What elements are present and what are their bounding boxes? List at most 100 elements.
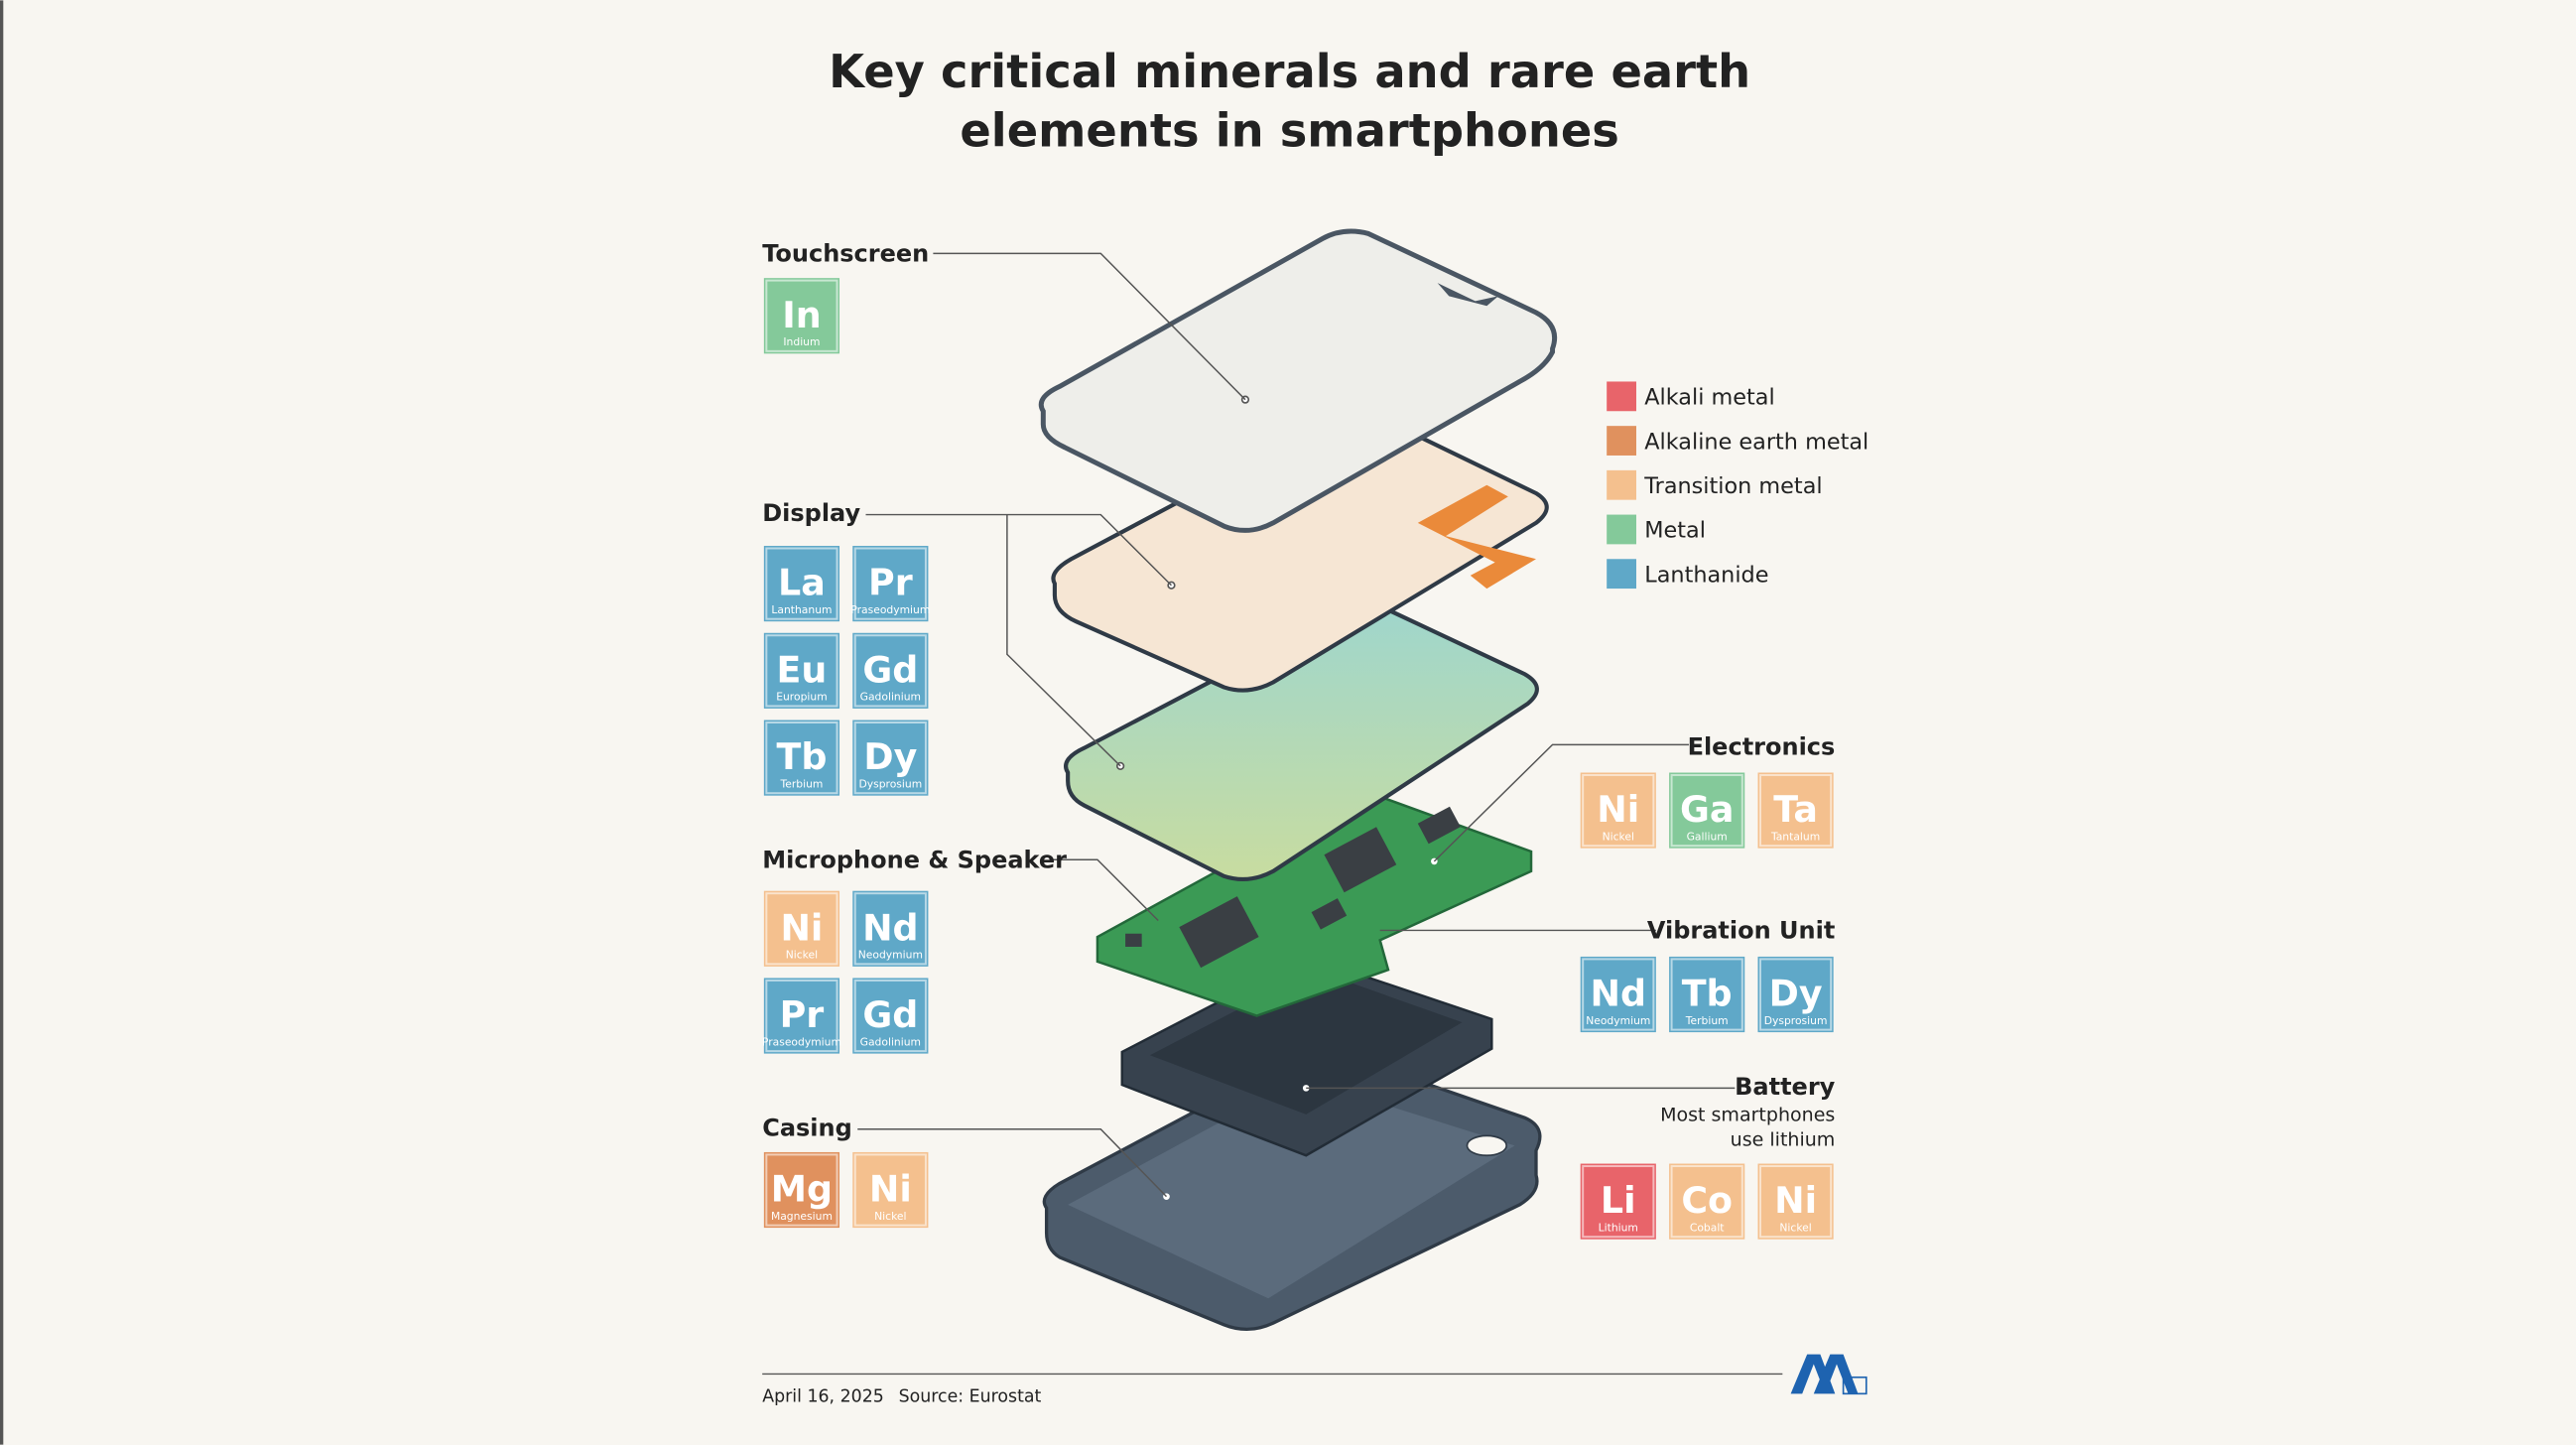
element-symbol: Co xyxy=(1681,1179,1733,1222)
tile-border xyxy=(853,892,927,966)
legend-swatch xyxy=(1607,381,1636,412)
element-symbol: Dy xyxy=(1769,973,1823,1015)
section-label: Vibration Unit xyxy=(1647,917,1836,945)
legend-swatch xyxy=(1607,559,1636,590)
section-note: use lithium xyxy=(1731,1128,1836,1150)
legend-swatch xyxy=(1607,426,1636,456)
tile-border xyxy=(853,979,927,1053)
tile-border xyxy=(1582,773,1655,848)
element-name: Dysprosium xyxy=(858,777,922,790)
tile-bg xyxy=(852,720,929,796)
tile-bg xyxy=(1757,956,1834,1033)
element-name: Magnesium xyxy=(771,1210,833,1223)
element-name: Nickel xyxy=(1779,1221,1811,1234)
legend-label: Alkaline earth metal xyxy=(1644,429,1868,455)
legend-swatch xyxy=(1607,514,1636,545)
element-name: Europium xyxy=(776,691,827,704)
tile-bg xyxy=(852,890,929,967)
edge xyxy=(0,0,4,1445)
element-name: Gallium xyxy=(1687,830,1728,843)
tile-border xyxy=(765,279,838,352)
element-symbol: Ta xyxy=(1773,788,1818,831)
element-symbol: La xyxy=(778,562,826,604)
logo xyxy=(1790,1354,1868,1395)
tile-bg xyxy=(1580,772,1656,849)
tile-bg xyxy=(1669,956,1745,1033)
element-name: Terbium xyxy=(780,777,824,790)
tile-border xyxy=(765,722,838,795)
footer-date: April 16, 2025 xyxy=(762,1387,884,1407)
tile-bg xyxy=(1757,772,1834,849)
tile-border xyxy=(765,634,838,708)
tile-bg xyxy=(852,978,929,1054)
tile-bg xyxy=(763,890,840,967)
tile-bg xyxy=(763,546,840,622)
tile-bg xyxy=(852,546,929,622)
section-label: Electronics xyxy=(1688,732,1836,760)
element-name: Lithium xyxy=(1599,1221,1638,1234)
element-name: Cobalt xyxy=(1690,1221,1725,1234)
element-name: Neodymium xyxy=(858,949,923,962)
element-name: Terbium xyxy=(1685,1014,1729,1027)
legend-label: Metal xyxy=(1644,518,1706,544)
tile-border xyxy=(1670,1165,1743,1239)
tile-border xyxy=(1582,958,1655,1031)
section-label: Casing xyxy=(762,1114,852,1141)
element-name: Neodymium xyxy=(1586,1014,1650,1027)
element-symbol: Tb xyxy=(776,735,827,778)
element-name: Gadolinium xyxy=(860,691,921,704)
tile-border xyxy=(1670,958,1743,1031)
tile-bg xyxy=(1757,1163,1834,1240)
element-name: Nickel xyxy=(1603,830,1634,843)
element-symbol: Ni xyxy=(1774,1179,1817,1222)
title: Key critical minerals and rare earth xyxy=(829,45,1750,98)
element-symbol: Ni xyxy=(1597,788,1639,831)
tile-bg xyxy=(763,278,840,354)
legend-label: Alkali metal xyxy=(1644,385,1774,411)
tile-border xyxy=(1758,1165,1833,1239)
tile-bg xyxy=(763,720,840,796)
tile-bg xyxy=(1580,956,1656,1033)
element-symbol: Ni xyxy=(780,906,823,949)
element-symbol: Dy xyxy=(863,735,917,778)
tile-bg xyxy=(1580,1163,1656,1240)
tile-border xyxy=(853,634,927,708)
tile-border xyxy=(765,892,838,966)
element-name: Tantalum xyxy=(1770,830,1820,843)
tile-border xyxy=(1670,773,1743,848)
element-symbol: Tb xyxy=(1682,973,1733,1015)
element-symbol: Gd xyxy=(862,648,918,691)
element-symbol: Mg xyxy=(771,1168,833,1211)
tile-bg xyxy=(763,1151,840,1229)
section-note: Most smartphones xyxy=(1660,1104,1835,1125)
tile-border xyxy=(1758,773,1833,848)
element-name: Gadolinium xyxy=(860,1035,921,1048)
element-symbol: Pr xyxy=(868,562,913,604)
element-name: Lanthanum xyxy=(771,603,832,616)
section-label: Display xyxy=(762,499,860,527)
tile-border xyxy=(1758,958,1833,1031)
element-name: Dysprosium xyxy=(1764,1014,1828,1027)
tile-border xyxy=(1582,1165,1655,1239)
tile-bg xyxy=(852,1151,929,1229)
